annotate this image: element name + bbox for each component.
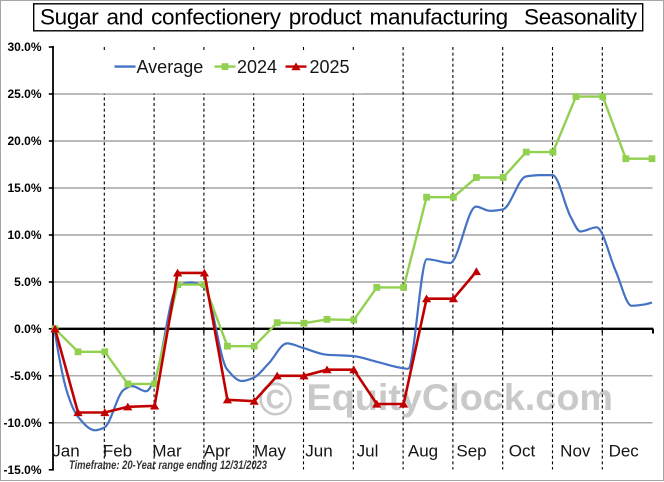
svg-text:-10.0%: -10.0% <box>3 416 41 430</box>
svg-text:Dec: Dec <box>609 442 640 461</box>
svg-text:Sep: Sep <box>456 442 486 461</box>
svg-text:Jan: Jan <box>52 442 79 461</box>
svg-text:25.0%: 25.0% <box>7 87 41 101</box>
svg-text:©: © <box>259 373 293 425</box>
svg-text:EquityClock.com: EquityClock.com <box>307 377 614 418</box>
svg-text:20.0%: 20.0% <box>7 134 41 148</box>
svg-text:Feb: Feb <box>103 442 132 461</box>
svg-text:Nov: Nov <box>560 442 591 461</box>
svg-text:-15.0%: -15.0% <box>3 463 41 477</box>
svg-text:Average: Average <box>137 57 204 77</box>
svg-text:Sugar and confectionery produc: Sugar and confectionery product manufact… <box>40 5 638 30</box>
svg-text:15.0%: 15.0% <box>7 181 41 195</box>
svg-text:Jul: Jul <box>357 442 379 461</box>
svg-text:Oct: Oct <box>509 442 536 461</box>
svg-text:Timeframe: 20-Year range endin: Timeframe: 20-Year range ending 12/31/20… <box>69 458 267 472</box>
svg-text:Aug: Aug <box>408 442 438 461</box>
svg-text:10.0%: 10.0% <box>7 228 41 242</box>
svg-text:May: May <box>254 442 287 461</box>
svg-text:5.0%: 5.0% <box>14 275 42 289</box>
svg-text:2024: 2024 <box>237 57 277 77</box>
svg-text:Jun: Jun <box>305 442 332 461</box>
svg-text:Mar: Mar <box>152 442 182 461</box>
svg-text:-5.0%: -5.0% <box>10 369 42 383</box>
svg-text:2025: 2025 <box>310 57 350 77</box>
svg-text:Apr: Apr <box>204 442 231 461</box>
svg-text:0.0%: 0.0% <box>14 322 42 336</box>
svg-text:30.0%: 30.0% <box>7 40 41 54</box>
